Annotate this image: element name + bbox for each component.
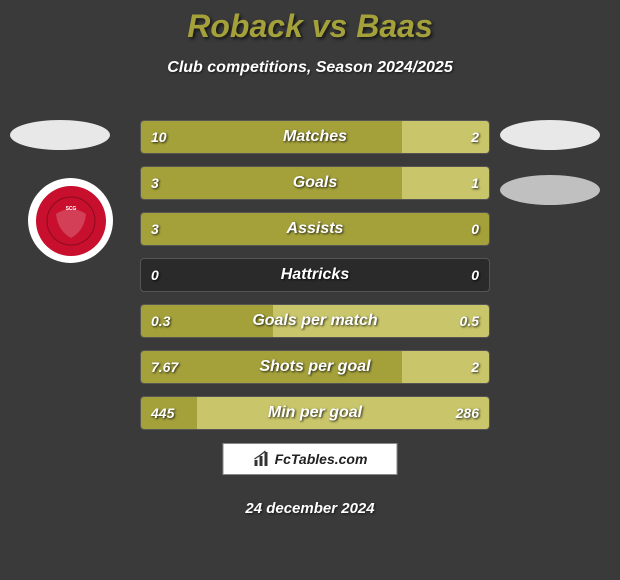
club-right-badge-placeholder <box>500 175 600 205</box>
stat-row: 102Matches <box>140 120 490 154</box>
footer-brand-text: FcTables.com <box>275 451 368 467</box>
stat-bar-right <box>273 305 489 337</box>
footer-brand-box: FcTables.com <box>223 443 398 475</box>
player-left-badge-placeholder <box>10 120 110 150</box>
stat-bar-left <box>141 121 402 153</box>
stat-value-right: 1 <box>471 167 479 199</box>
stat-value-right: 0 <box>471 259 479 291</box>
stat-value-left: 445 <box>151 397 174 429</box>
chart-icon <box>253 450 271 468</box>
page-title: Roback vs Baas <box>0 0 620 45</box>
stat-row: 7.672Shots per goal <box>140 350 490 384</box>
stat-bar-left <box>141 213 489 245</box>
stats-bars: 102Matches31Goals30Assists00Hattricks0.3… <box>140 120 490 442</box>
stat-row: 0 0Hattricks <box>140 258 490 292</box>
player-right-badge-placeholder <box>500 120 600 150</box>
stat-value-left: 0.3 <box>151 305 170 337</box>
stat-value-right: 0.5 <box>460 305 479 337</box>
stat-row: 31Goals <box>140 166 490 200</box>
subtitle: Club competitions, Season 2024/2025 <box>0 59 620 77</box>
club-left-badge: SCG <box>28 178 113 263</box>
stat-bar-left <box>141 351 402 383</box>
stat-value-right: 2 <box>471 121 479 153</box>
club-logo-icon: SCG <box>36 186 106 256</box>
stat-row: 445286Min per goal <box>140 396 490 430</box>
stat-value-left: 7.67 <box>151 351 178 383</box>
stat-value-right: 286 <box>456 397 479 429</box>
stat-row: 30Assists <box>140 212 490 246</box>
svg-text:SCG: SCG <box>65 206 76 212</box>
stat-bar-left <box>141 167 402 199</box>
stat-value-right: 2 <box>471 351 479 383</box>
stat-value-left: 3 <box>151 213 159 245</box>
stat-value-right: 0 <box>471 213 479 245</box>
stat-value-left: 0 <box>151 259 159 291</box>
stat-value-left: 3 <box>151 167 159 199</box>
date-text: 24 december 2024 <box>0 500 620 517</box>
stat-label: Hattricks <box>141 259 489 291</box>
stat-bar-right <box>197 397 489 429</box>
stat-value-left: 10 <box>151 121 167 153</box>
stat-row: 0.30.5Goals per match <box>140 304 490 338</box>
